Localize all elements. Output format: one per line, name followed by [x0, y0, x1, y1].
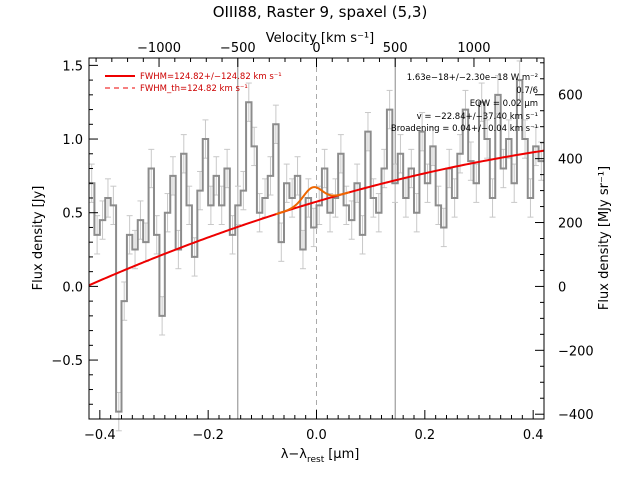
y-tick-label: 0.5	[62, 207, 83, 222]
annotation-velocity: v = −22.84+/−37.40 km s⁻¹	[417, 112, 538, 122]
fit-layer	[88, 149, 545, 287]
top-tick-label: 1000	[457, 41, 490, 56]
annotation-ratio: 0.7/6	[516, 86, 538, 96]
legend-dashed-label: FWHM_th=124.82 km s⁻¹	[140, 84, 248, 94]
series-layer	[89, 79, 544, 413]
legend-solid-label: FWHM=124.82+/−124.82 km s⁻¹	[140, 72, 282, 82]
x-axis-label-main: λ−λ	[281, 447, 308, 462]
legend: FWHM=124.82+/−124.82 km s⁻¹ FWHM_th=124.…	[105, 72, 282, 94]
top-tick-label: 0	[312, 41, 320, 56]
y-tick-label: 1.0	[62, 133, 83, 148]
y2-tick-label: 400	[558, 153, 583, 168]
top-axis-label-text: Velocity [km s⁻¹]	[266, 31, 374, 46]
x-tick-label: 0.2	[414, 428, 435, 443]
top-axis-label: Velocity [km s⁻¹]	[266, 31, 374, 46]
annotation-flux: 1.63e−18+/−2.30e−18 W m⁻²	[407, 73, 538, 83]
spectrum-step-line	[89, 79, 544, 413]
y2-tick-label: −400	[558, 408, 594, 423]
y2-tick-label: 0	[558, 280, 566, 295]
annotation-broadening: Broadening = 0.04+/−0.04 km s⁻¹	[391, 124, 538, 134]
y2-tick-label: −200	[558, 344, 594, 359]
chart-title: OIII88, Raster 9, spaxel (5,3)	[213, 3, 428, 21]
tick-layer: −0.4 −0.2 0.0 0.2 0.4 −1000 −500 0 500 1000 −0.5 0.…	[51, 41, 593, 443]
y-axis-label: Flux density [Jy]	[31, 186, 46, 291]
top-tick-label: 500	[383, 41, 408, 56]
x-tick-label: 0.4	[523, 428, 544, 443]
x-axis-label-unit: [μm]	[328, 447, 359, 462]
y-tick-label: −0.5	[51, 354, 83, 369]
x-axis-label: λ−λrest [μm]	[281, 447, 360, 465]
x-tick-label: −0.2	[192, 428, 224, 443]
x-tick-label: −0.4	[84, 428, 116, 443]
continuum-fit-line	[88, 149, 545, 287]
x-tick-label: 0.0	[306, 428, 327, 443]
guide-lines	[237, 58, 396, 419]
fit-annotations: 1.63e−18+/−2.30e−18 W m⁻² 0.7/6 EQW = 0.…	[391, 73, 538, 134]
y2-axis-label: Flux density [MJy sr⁻¹]	[597, 166, 612, 310]
y2-tick-label: 200	[558, 217, 583, 232]
annotation-eqw: EQW = 0.02 μm	[470, 99, 538, 109]
x-axis-label-sub: rest	[307, 455, 325, 465]
top-tick-label: −500	[220, 41, 256, 56]
y-tick-label: 0.0	[62, 280, 83, 295]
line-profile-fit	[275, 186, 350, 216]
top-tick-label: −1000	[137, 41, 181, 56]
y-tick-label: 1.5	[62, 59, 83, 74]
y2-tick-label: 600	[558, 89, 583, 104]
